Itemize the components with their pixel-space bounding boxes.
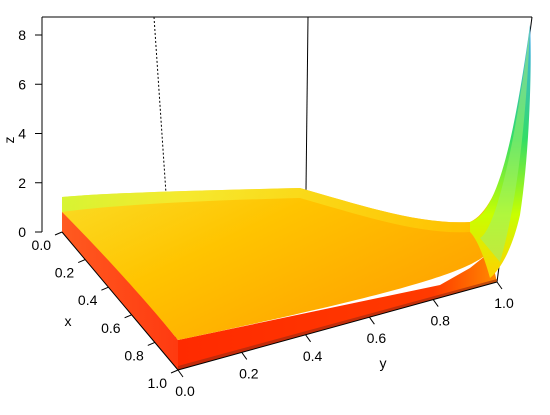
- y-tick-label-0: 0.0: [175, 383, 195, 399]
- surface-spike: [470, 25, 531, 278]
- x-tick-4: [147, 341, 155, 346]
- y-axis-line: [177, 281, 498, 371]
- x-tick-0: [54, 231, 63, 236]
- y-axis-title: y: [380, 355, 387, 371]
- x-axis: 0.00.20.40.60.81.0: [32, 231, 179, 391]
- y-tick-3: [368, 316, 375, 325]
- y-tick-4: [432, 299, 439, 307]
- z-tick-label-1: 2: [18, 175, 26, 191]
- surface-front-wall: [178, 252, 497, 370]
- surface-front-edge-shadow: [178, 279, 497, 370]
- y-tick-label-5: 1.0: [494, 295, 514, 311]
- y-axis: 0.0 0.2 0.4 0.6 0.8 1.0: [175, 281, 514, 399]
- x-tick-5: [170, 369, 179, 374]
- y-tick-1: [241, 352, 248, 360]
- surface-top: [62, 120, 523, 340]
- surface-back-rim: [62, 188, 470, 233]
- x-axis-title: x: [65, 313, 72, 329]
- z-tick-label-4: 8: [18, 27, 26, 43]
- x-tick-2: [101, 286, 109, 291]
- x-tick-label-0: 0.0: [32, 237, 52, 253]
- x-tick-label-1: 0.2: [55, 265, 75, 281]
- y-tick-label-4: 0.8: [430, 313, 450, 329]
- z-tick-label-3: 6: [18, 76, 26, 92]
- x-tick-label-5: 1.0: [148, 375, 168, 391]
- z-tick-label-0: 0: [18, 224, 26, 240]
- y-tick-5: [496, 281, 503, 290]
- y-tick-label-3: 0.6: [367, 330, 387, 346]
- z-axis: 0 2 4 6 8: [18, 27, 42, 240]
- x-tick-1: [78, 259, 86, 264]
- y-tick-label-2: 0.4: [303, 348, 323, 364]
- x-axis-line: [61, 231, 179, 371]
- y-tick-2: [305, 334, 312, 343]
- x-tick-3: [124, 314, 132, 319]
- x-tick-label-2: 0.4: [78, 292, 98, 308]
- z-tick-label-2: 4: [18, 126, 26, 142]
- y-tick-label-1: 0.2: [239, 365, 259, 381]
- surface-spike-edge: [480, 25, 530, 262]
- x-tick-label-3: 0.6: [101, 320, 121, 336]
- x-tick-label-4: 0.8: [124, 347, 144, 363]
- y-tick-0: [177, 369, 184, 378]
- z-axis-title: z: [1, 137, 17, 144]
